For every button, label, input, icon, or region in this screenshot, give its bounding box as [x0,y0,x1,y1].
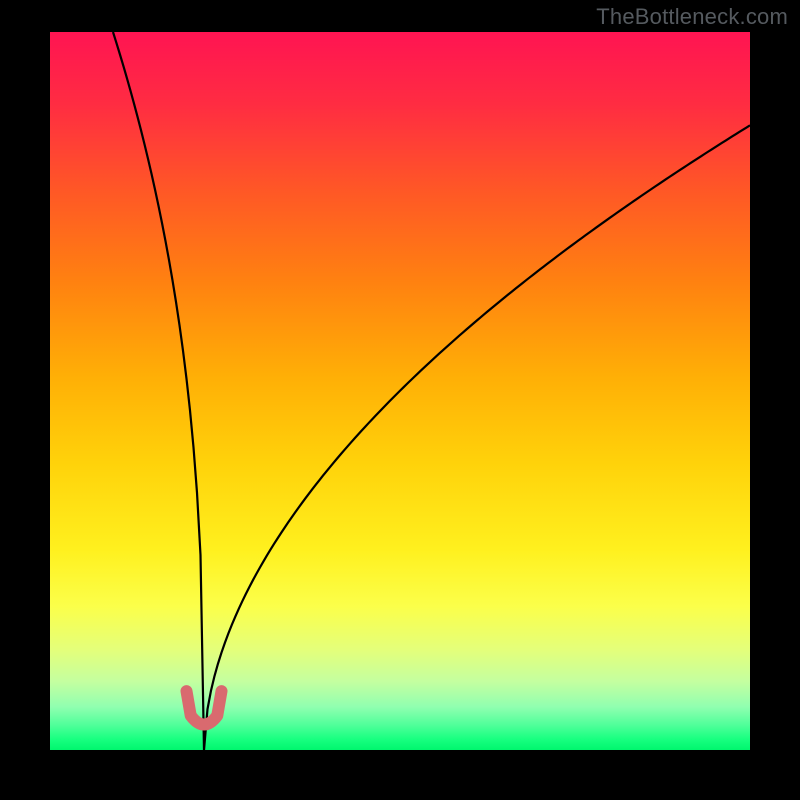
chart-container: TheBottleneck.com [0,0,800,800]
bottleneck-chart [0,0,800,800]
watermark-text: TheBottleneck.com [596,4,788,30]
